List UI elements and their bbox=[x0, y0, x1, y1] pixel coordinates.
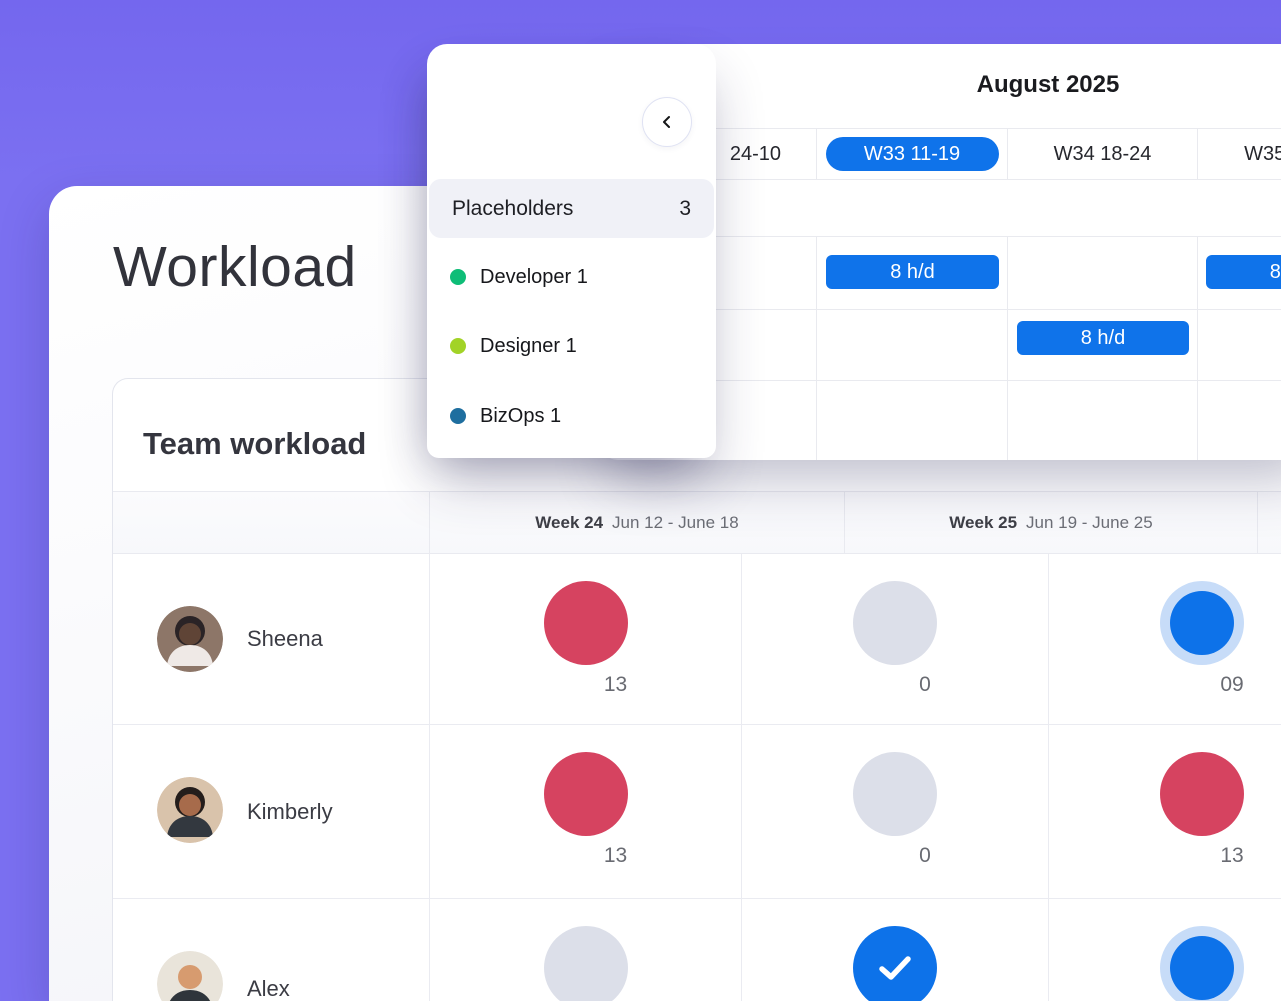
workload-cell[interactable]: 13 bbox=[429, 725, 741, 898]
member-name: Kimberly bbox=[247, 798, 333, 824]
placeholder-label: Designer 1 bbox=[480, 334, 577, 357]
scheduled-circle[interactable] bbox=[1160, 581, 1244, 665]
member-name: Alex bbox=[247, 975, 290, 1001]
header-cell-week-25: Week 25 Jun 19 - June 25 bbox=[844, 492, 1257, 553]
placeholder-item-designer[interactable]: Designer 1 bbox=[427, 330, 716, 362]
hours-value: 13 bbox=[603, 673, 628, 696]
week-label-w34[interactable]: W34 18-24 bbox=[1007, 129, 1197, 179]
workload-cell[interactable]: 09 bbox=[1048, 554, 1281, 724]
grid-line bbox=[1007, 236, 1008, 460]
grid-line bbox=[600, 236, 1281, 237]
placeholders-header[interactable]: Placeholders 3 bbox=[429, 179, 714, 238]
table-row-alex: Alex bbox=[113, 898, 1281, 1001]
designer-dot-icon bbox=[450, 338, 466, 354]
hours-value: 09 bbox=[1220, 673, 1244, 696]
calendar-month-title: August 2025 bbox=[976, 71, 1120, 98]
workload-cell[interactable]: 0 bbox=[741, 725, 1048, 898]
unscheduled-circle[interactable] bbox=[853, 752, 937, 836]
avatar bbox=[157, 606, 223, 672]
workload-cell[interactable] bbox=[429, 899, 741, 1001]
selected-week-pill[interactable]: W33 11-19 bbox=[825, 137, 999, 171]
grid-line bbox=[1197, 236, 1198, 460]
scheduled-circle[interactable] bbox=[1160, 926, 1244, 1001]
workload-cell[interactable] bbox=[741, 899, 1048, 1001]
developer-dot-icon bbox=[450, 269, 466, 285]
overloaded-circle[interactable] bbox=[543, 752, 628, 836]
member-name: Sheena bbox=[247, 626, 323, 651]
unscheduled-circle[interactable] bbox=[853, 581, 937, 665]
overloaded-circle[interactable] bbox=[543, 581, 628, 665]
back-button[interactable] bbox=[642, 97, 692, 147]
week-number: Week 25 bbox=[949, 512, 1018, 532]
page-title: Workload bbox=[113, 235, 357, 299]
placeholders-count: 3 bbox=[679, 196, 691, 220]
workload-cell[interactable]: 13 bbox=[429, 554, 741, 724]
workload-table-header: Week 24 Jun 12 - June 18 Week 25 Jun 19 … bbox=[113, 491, 1281, 554]
allocation-bar-w34[interactable]: 8 h/d bbox=[1017, 321, 1189, 355]
table-row-sheena: Sheena 13 0 09 bbox=[113, 554, 1281, 724]
team-workload-card: Team workload Week 24 Jun 12 - June 18 W… bbox=[112, 378, 1281, 1001]
overloaded-circle[interactable] bbox=[1160, 752, 1244, 836]
check-icon bbox=[879, 956, 911, 980]
avatar bbox=[157, 777, 223, 843]
workload-cell[interactable] bbox=[1048, 899, 1281, 1001]
workload-cell[interactable]: 13 bbox=[1048, 725, 1281, 898]
unscheduled-circle[interactable] bbox=[543, 926, 628, 1001]
placeholder-item-bizops[interactable]: BizOps 1 bbox=[427, 400, 716, 432]
team-workload-title: Team workload bbox=[143, 426, 367, 461]
avatar bbox=[157, 951, 223, 1001]
header-cell-members bbox=[113, 492, 429, 553]
week-number: Week 24 bbox=[535, 512, 604, 532]
chevron-left-icon bbox=[663, 116, 670, 128]
done-check-circle[interactable] bbox=[853, 926, 937, 1001]
placeholder-label: Developer 1 bbox=[480, 265, 588, 288]
hours-value: 13 bbox=[1220, 844, 1244, 867]
calendar-week-header: 24-10 W33 11-19 W34 18-24 W35 25-31 bbox=[600, 128, 1281, 180]
placeholders-panel: Placeholders 3 Developer 1 Designer 1 Bi… bbox=[427, 44, 716, 458]
allocation-bar-w33[interactable]: 8 h/d bbox=[826, 255, 999, 289]
hours-value: 0 bbox=[919, 844, 931, 867]
table-row-kimberly: Kimberly 13 0 13 bbox=[113, 724, 1281, 898]
hours-value: 13 bbox=[603, 844, 628, 867]
grid-line bbox=[600, 309, 1281, 310]
allocation-bar-w35[interactable]: 8 h/d bbox=[1206, 255, 1281, 289]
header-cell-next bbox=[1257, 492, 1281, 553]
header-cell-week-24: Week 24 Jun 12 - June 18 bbox=[429, 492, 844, 553]
hours-value: 0 bbox=[919, 673, 931, 696]
grid-line bbox=[816, 236, 817, 460]
placeholders-label: Placeholders bbox=[452, 196, 574, 220]
week-range: Jun 19 - June 25 bbox=[1026, 512, 1153, 532]
bizops-dot-icon bbox=[450, 408, 466, 424]
week-label-w33-selected[interactable]: W33 11-19 bbox=[816, 129, 1007, 179]
workload-cell[interactable]: 0 bbox=[741, 554, 1048, 724]
workload-table-body: Sheena 13 0 09 bbox=[113, 554, 1281, 1001]
week-label-w32[interactable]: 24-10 bbox=[729, 142, 781, 165]
grid-line bbox=[600, 380, 1281, 381]
week-label-w35[interactable]: W35 25-31 bbox=[1197, 129, 1281, 179]
placeholder-item-developer[interactable]: Developer 1 bbox=[427, 261, 716, 293]
week-range: Jun 12 - June 18 bbox=[612, 512, 739, 532]
placeholder-label: BizOps 1 bbox=[480, 404, 562, 427]
